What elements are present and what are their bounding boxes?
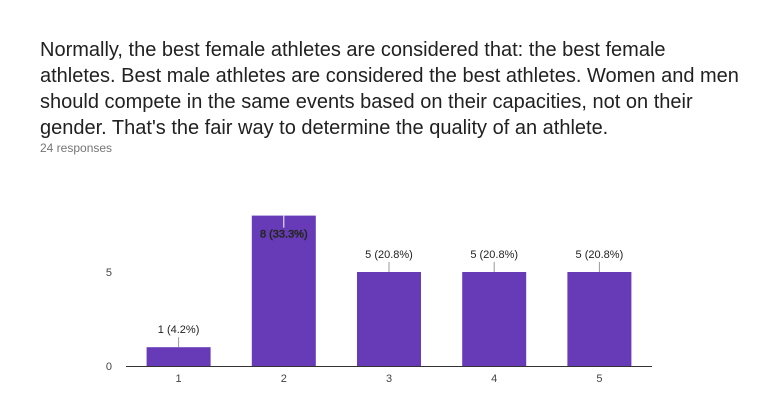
y-tick-label: 5 (106, 267, 112, 279)
x-tick-label: 3 (386, 373, 392, 385)
data-label: 8 (33.3%) (260, 229, 308, 241)
x-tick-label: 4 (491, 373, 497, 385)
response-count: 24 responses (40, 141, 113, 155)
bar[interactable] (462, 272, 527, 366)
bar[interactable] (251, 215, 316, 366)
bar[interactable] (567, 272, 632, 366)
data-label: 1 (4.2%) (158, 324, 200, 336)
y-tick-label: 0 (106, 361, 112, 373)
data-label: 5 (20.8%) (470, 249, 518, 261)
x-tick-label: 1 (176, 373, 182, 385)
bar[interactable] (357, 272, 421, 366)
x-tick-label: 5 (596, 373, 602, 385)
question-title: Normally, the best female athletes are c… (40, 39, 739, 139)
data-label: 5 (20.8%) (576, 249, 624, 261)
x-tick-label: 2 (281, 373, 287, 385)
bar[interactable] (146, 347, 211, 366)
data-label: 5 (20.8%) (365, 249, 413, 261)
